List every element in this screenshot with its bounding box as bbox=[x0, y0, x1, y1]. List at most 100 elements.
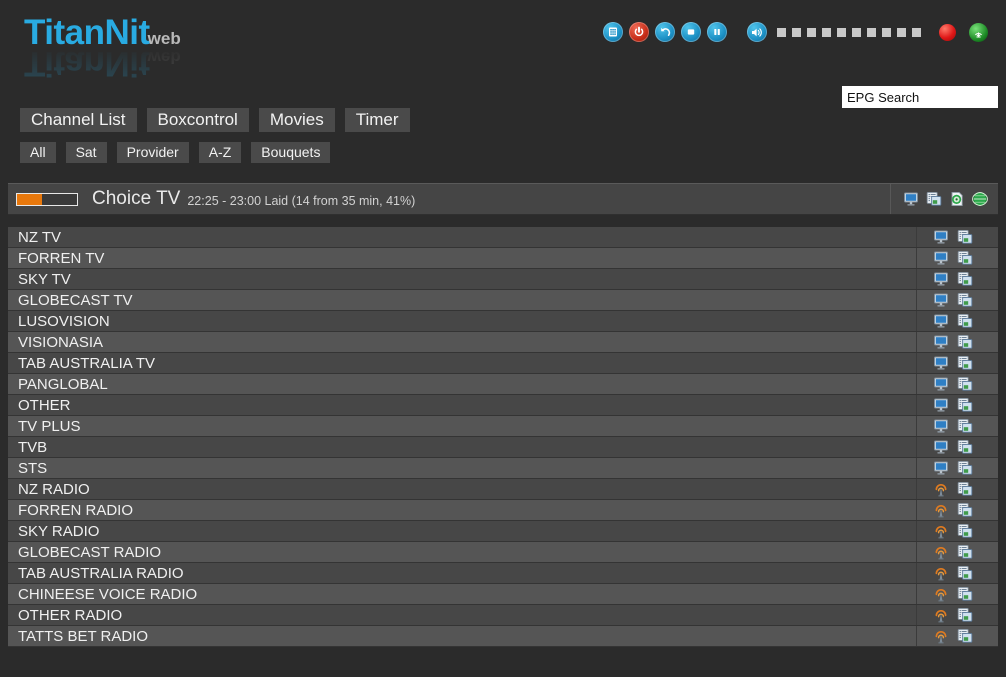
subtab-sat[interactable]: Sat bbox=[65, 142, 107, 163]
signal-icon[interactable] bbox=[969, 22, 988, 42]
antenna-icon[interactable] bbox=[933, 481, 949, 497]
subtab-provider[interactable]: Provider bbox=[116, 142, 189, 163]
bouquet-row[interactable]: STS bbox=[8, 458, 998, 479]
now-playing-bar: Choice TV 22:25 - 23:00 Laid (14 from 35… bbox=[8, 183, 998, 215]
bouquet-row[interactable]: OTHER bbox=[8, 395, 998, 416]
channels-icon[interactable] bbox=[957, 460, 973, 476]
bouquet-row-label: OTHER bbox=[18, 396, 71, 414]
subtab-bouquets[interactable]: Bouquets bbox=[251, 142, 331, 163]
channels-icon[interactable] bbox=[957, 523, 973, 539]
bouquet-row[interactable]: SKY TV bbox=[8, 269, 998, 290]
bouquet-row-actions bbox=[916, 248, 998, 268]
volume-block bbox=[792, 27, 801, 37]
screen-icon[interactable] bbox=[933, 418, 949, 434]
bouquet-row-label: SKY RADIO bbox=[18, 522, 100, 540]
screen-icon[interactable] bbox=[933, 460, 949, 476]
subtab-all[interactable]: All bbox=[20, 142, 56, 163]
volume-block bbox=[867, 27, 876, 37]
bouquet-row[interactable]: TAB AUSTRALIA RADIO bbox=[8, 563, 998, 584]
channels-icon[interactable] bbox=[957, 586, 973, 602]
channels-icon[interactable] bbox=[957, 271, 973, 287]
screen-icon[interactable] bbox=[933, 334, 949, 350]
screen-icon[interactable] bbox=[933, 271, 949, 287]
bouquet-row[interactable]: FORREN TV bbox=[8, 248, 998, 269]
tab-movies[interactable]: Movies bbox=[258, 108, 335, 132]
bouquet-row[interactable]: TAB AUSTRALIA TV bbox=[8, 353, 998, 374]
channels-icon[interactable] bbox=[957, 628, 973, 644]
screen-icon[interactable] bbox=[903, 191, 919, 207]
pause-icon[interactable] bbox=[707, 22, 727, 42]
screen-icon[interactable] bbox=[933, 229, 949, 245]
channels-icon[interactable] bbox=[957, 397, 973, 413]
power-icon[interactable] bbox=[629, 22, 649, 42]
windows-icon[interactable] bbox=[926, 191, 942, 207]
antenna-icon[interactable] bbox=[933, 628, 949, 644]
channels-icon[interactable] bbox=[957, 565, 973, 581]
bouquet-row[interactable]: FORREN RADIO bbox=[8, 500, 998, 521]
tab-channel-list[interactable]: Channel List bbox=[20, 108, 137, 132]
bouquet-row-label: VISIONASIA bbox=[18, 333, 104, 351]
channels-icon[interactable] bbox=[957, 481, 973, 497]
channels-icon[interactable] bbox=[957, 250, 973, 266]
screen-icon[interactable] bbox=[933, 313, 949, 329]
tab-boxcontrol[interactable]: Boxcontrol bbox=[146, 108, 249, 132]
bouquet-row-actions bbox=[916, 626, 998, 646]
channels-icon[interactable] bbox=[957, 313, 973, 329]
volume-level-bar[interactable] bbox=[777, 27, 921, 37]
antenna-icon[interactable] bbox=[933, 502, 949, 518]
bouquet-row[interactable]: GLOBECAST TV bbox=[8, 290, 998, 311]
subtab-a-z[interactable]: A-Z bbox=[198, 142, 242, 163]
bouquet-row[interactable]: NZ TV bbox=[8, 227, 998, 248]
bouquet-row-actions bbox=[916, 479, 998, 499]
bouquet-row[interactable]: TATTS BET RADIO bbox=[8, 626, 998, 647]
antenna-icon[interactable] bbox=[933, 586, 949, 602]
header: TitanNitweb TitanNitweb bbox=[0, 0, 1006, 83]
antenna-icon[interactable] bbox=[933, 544, 949, 560]
bouquet-row[interactable]: CHINEESE VOICE RADIO bbox=[8, 584, 998, 605]
program-progress-bar bbox=[16, 192, 78, 206]
bouquet-row[interactable]: GLOBECAST RADIO bbox=[8, 542, 998, 563]
screen-icon[interactable] bbox=[933, 292, 949, 308]
channels-icon[interactable] bbox=[957, 607, 973, 623]
channels-icon[interactable] bbox=[957, 292, 973, 308]
antenna-icon[interactable] bbox=[933, 523, 949, 539]
screen-icon[interactable] bbox=[933, 355, 949, 371]
bouquet-row[interactable]: TVB bbox=[8, 437, 998, 458]
bouquet-row[interactable]: OTHER RADIO bbox=[8, 605, 998, 626]
bouquet-row-label: TAB AUSTRALIA RADIO bbox=[18, 564, 184, 582]
keypad-icon[interactable] bbox=[603, 22, 623, 42]
screen-icon[interactable] bbox=[933, 376, 949, 392]
bouquet-row[interactable]: VISIONASIA bbox=[8, 332, 998, 353]
channels-icon[interactable] bbox=[957, 418, 973, 434]
bouquet-row-actions bbox=[916, 374, 998, 394]
record-dot-icon[interactable] bbox=[939, 23, 956, 41]
bouquet-row[interactable]: TV PLUS bbox=[8, 416, 998, 437]
back-icon[interactable] bbox=[655, 22, 675, 42]
stop-icon[interactable] bbox=[681, 22, 701, 42]
bouquet-row[interactable]: LUSOVISION bbox=[8, 311, 998, 332]
globe-icon[interactable] bbox=[972, 191, 988, 207]
antenna-icon[interactable] bbox=[933, 565, 949, 581]
logo-main-text: TitanNit bbox=[24, 13, 150, 52]
bouquet-row[interactable]: NZ RADIO bbox=[8, 479, 998, 500]
media-icon[interactable] bbox=[949, 191, 965, 207]
bouquet-row[interactable]: PANGLOBAL bbox=[8, 374, 998, 395]
channels-icon[interactable] bbox=[957, 544, 973, 560]
channels-icon[interactable] bbox=[957, 334, 973, 350]
bouquet-row-actions bbox=[916, 416, 998, 436]
epg-search-input[interactable] bbox=[842, 86, 998, 108]
antenna-icon[interactable] bbox=[933, 607, 949, 623]
screen-icon[interactable] bbox=[933, 439, 949, 455]
channels-icon[interactable] bbox=[957, 355, 973, 371]
channels-icon[interactable] bbox=[957, 229, 973, 245]
bouquet-row[interactable]: SKY RADIO bbox=[8, 521, 998, 542]
screen-icon[interactable] bbox=[933, 250, 949, 266]
screen-icon[interactable] bbox=[933, 397, 949, 413]
speaker-icon[interactable] bbox=[747, 22, 767, 42]
channels-icon[interactable] bbox=[957, 439, 973, 455]
volume-block bbox=[822, 27, 831, 37]
channels-icon[interactable] bbox=[957, 502, 973, 518]
channels-icon[interactable] bbox=[957, 376, 973, 392]
bouquet-row-actions bbox=[916, 311, 998, 331]
tab-timer[interactable]: Timer bbox=[344, 108, 410, 132]
